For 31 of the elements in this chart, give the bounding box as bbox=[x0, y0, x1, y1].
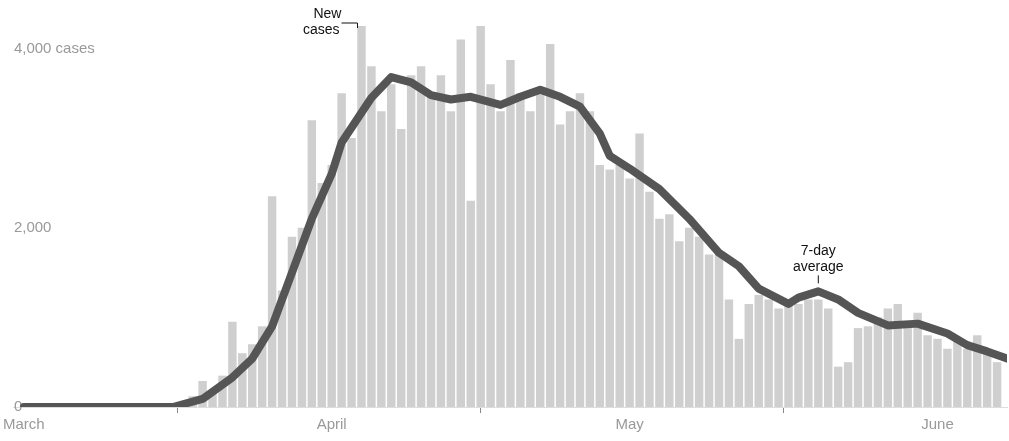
bar bbox=[992, 362, 1002, 407]
x-tick-label: June bbox=[921, 415, 954, 433]
bar bbox=[416, 66, 426, 407]
bar bbox=[724, 299, 734, 407]
bar bbox=[436, 75, 446, 407]
series-label: 7-day average bbox=[793, 242, 844, 275]
x-tick-label: May bbox=[615, 415, 645, 433]
y-tick-label: 2,000 bbox=[13, 217, 52, 235]
bar bbox=[833, 366, 843, 407]
bar bbox=[555, 124, 565, 407]
bar bbox=[744, 303, 754, 407]
bar bbox=[694, 236, 704, 407]
bar bbox=[863, 326, 873, 407]
bar bbox=[446, 111, 456, 407]
x-tick-label: April bbox=[316, 415, 347, 433]
bar bbox=[714, 254, 724, 407]
bar bbox=[734, 338, 744, 407]
bar bbox=[853, 328, 863, 407]
bar bbox=[595, 164, 605, 407]
series-label: New cases bbox=[302, 5, 343, 37]
bar bbox=[843, 362, 853, 407]
y-tick-label: 4,000 cases bbox=[13, 38, 95, 56]
bar bbox=[545, 43, 555, 407]
x-tick-label: March bbox=[2, 415, 45, 433]
bar bbox=[456, 39, 466, 407]
bar bbox=[982, 353, 992, 407]
bar bbox=[406, 75, 416, 407]
bar bbox=[575, 93, 585, 407]
bar bbox=[565, 111, 575, 407]
bar bbox=[585, 111, 595, 407]
bar bbox=[704, 254, 714, 407]
